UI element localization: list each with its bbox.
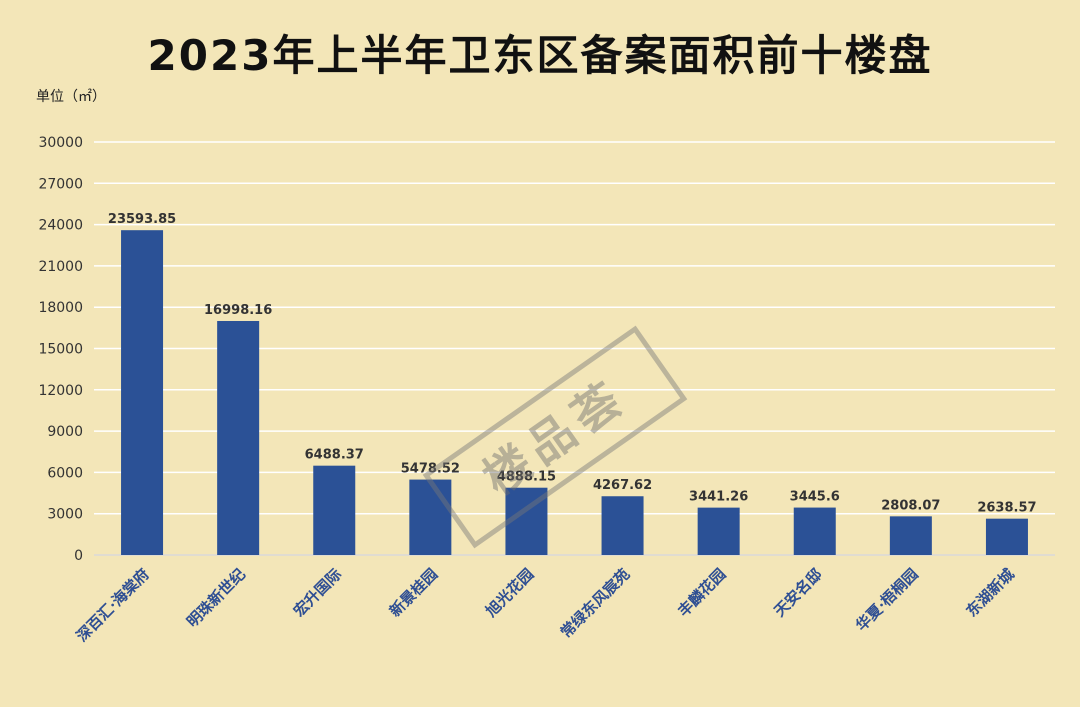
bar <box>985 518 1028 555</box>
bar <box>217 320 260 555</box>
bar <box>697 507 740 555</box>
bar <box>793 507 836 555</box>
data-label: 23593.85 <box>108 212 176 227</box>
x-tick-label: 华夏·梧桐园 <box>852 565 921 634</box>
data-label: 3445.6 <box>790 490 840 505</box>
data-label: 6488.37 <box>305 448 364 463</box>
x-tick-label: 东湖新城 <box>963 565 1018 620</box>
data-label: 2808.07 <box>881 498 940 513</box>
data-label: 4888.15 <box>497 470 556 485</box>
bar <box>313 465 356 555</box>
x-tick-label: 深百汇·海棠府 <box>73 565 153 645</box>
y-tick-label: 9000 <box>47 424 83 440</box>
y-tick-label: 12000 <box>38 383 83 399</box>
y-tick-label: 3000 <box>47 507 83 523</box>
chart-title: 2023年上半年卫东区备案面积前十楼盘 <box>147 31 933 80</box>
y-tick-label: 21000 <box>38 259 83 275</box>
x-tick-label: 宏升国际 <box>290 565 345 620</box>
x-tick-label: 旭光花园 <box>481 565 537 621</box>
y-tick-label: 27000 <box>38 176 83 192</box>
data-label: 3441.26 <box>689 490 748 505</box>
bar <box>505 487 548 555</box>
x-axis-labels: 深百汇·海棠府 明珠新世纪 宏升国际 新景桂园 旭光花园 常绿东风宸苑 丰麟花园 天安名邸 华夏… <box>73 565 1018 645</box>
x-tick-label: 新景桂园 <box>386 565 441 620</box>
x-tick-label: 天安名邸 <box>770 565 825 620</box>
bar <box>601 496 644 555</box>
y-axis-ticks: 0 3000 6000 9000 12000 15000 18000 21000 24000 27… <box>38 135 83 564</box>
data-label: 5478.52 <box>401 462 460 477</box>
y-tick-label: 30000 <box>38 135 83 151</box>
x-tick-label: 常绿东风宸苑 <box>557 565 633 641</box>
y-tick-label: 0 <box>74 548 83 564</box>
data-label: 16998.16 <box>204 303 272 318</box>
bar <box>889 516 932 555</box>
data-labels: 23593.85 16998.16 6488.37 5478.52 4888.15 426… <box>108 212 1037 515</box>
y-tick-label: 18000 <box>38 300 83 316</box>
bar <box>409 479 452 555</box>
bars <box>121 230 1028 555</box>
data-label: 4267.62 <box>593 478 652 493</box>
bar <box>121 230 164 555</box>
x-tick-label: 明珠新世纪 <box>183 565 249 631</box>
y-tick-label: 24000 <box>38 218 83 234</box>
y-unit-label: 单位（㎡） <box>36 89 106 105</box>
y-tick-label: 15000 <box>38 342 83 358</box>
data-label: 2638.57 <box>977 501 1036 516</box>
x-tick-label: 丰麟花园 <box>674 565 729 620</box>
y-tick-label: 6000 <box>47 465 83 481</box>
